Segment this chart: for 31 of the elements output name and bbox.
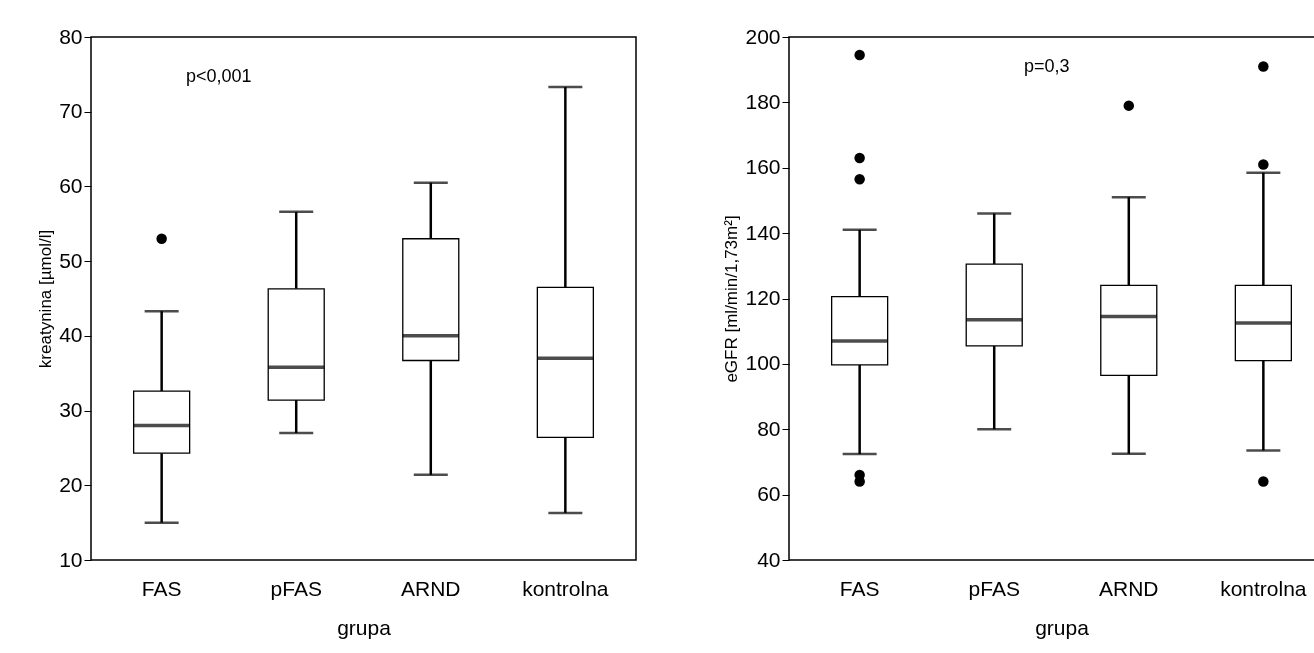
- x-tick-label: FAS: [141, 576, 182, 600]
- x-tick-label: kontrolna: [522, 576, 609, 600]
- y-tick-label: 200: [745, 24, 781, 48]
- y-tick-label: 20: [59, 472, 83, 496]
- y-tick-label: 40: [59, 323, 83, 347]
- y-tick-label: 50: [59, 248, 83, 272]
- y-tick-label: 60: [757, 482, 781, 506]
- x-axis-title: grupa: [1035, 615, 1090, 639]
- y-tick-label: 160: [745, 155, 781, 179]
- y-tick-label: 80: [59, 24, 83, 48]
- y-tick-label: 70: [59, 99, 83, 123]
- x-tick-label: pFAS: [270, 576, 322, 600]
- y-tick-label: 60: [59, 173, 83, 197]
- y-axis-title: eGFR [ml/min/1,73m²]: [722, 215, 742, 383]
- y-tick-label: 120: [745, 286, 781, 309]
- y-tick-label: 80: [757, 416, 781, 440]
- x-axis-title: grupa: [337, 615, 392, 639]
- x-tick-label: ARND: [401, 576, 461, 600]
- x-tick-label: pFAS: [968, 576, 1020, 600]
- x-tick-label: ARND: [1099, 576, 1159, 600]
- y-tick-label: 180: [745, 89, 781, 113]
- annotation: p=0,3: [1024, 56, 1070, 76]
- y-axis-title: kreatynina [µmol/l]: [36, 229, 56, 369]
- x-tick-label: kontrolna: [1220, 576, 1307, 600]
- x-tick-label: FAS: [839, 576, 880, 600]
- y-tick-label: 30: [59, 398, 83, 422]
- y-tick-label: 10: [59, 547, 83, 571]
- y-tick-label: 100: [745, 351, 781, 375]
- annotation: p<0,001: [186, 66, 252, 86]
- y-tick-label: 40: [757, 547, 781, 571]
- y-tick-label: 140: [745, 220, 781, 244]
